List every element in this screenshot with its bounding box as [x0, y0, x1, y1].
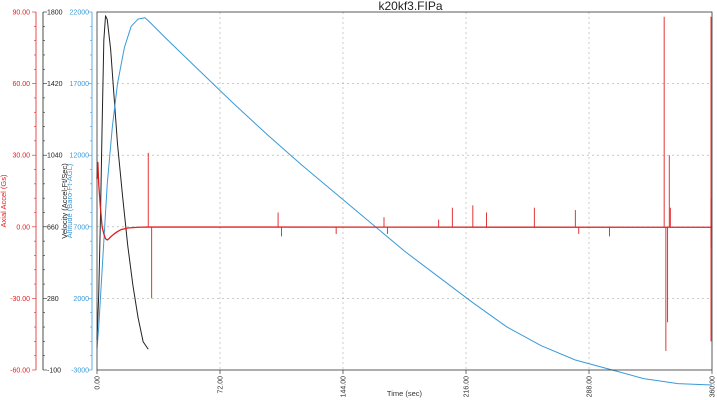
velocity-axis: 1800 1420 1040 660 280 -100 Velocity (Accel-Ft…	[42, 10, 69, 375]
x-tick-label: 216.00	[464, 376, 471, 398]
altitude-tick-label: -3000	[71, 368, 89, 375]
x-tick-label: 0.00	[95, 376, 102, 390]
x-tick-label: 288.00	[587, 376, 594, 398]
x-tick-label: 72.00	[218, 376, 225, 394]
axial-tick-label: -30.00	[10, 296, 30, 303]
velocity-axis-label: Velocity (Accel-Ft/Sec)	[60, 163, 69, 239]
axial-series-line	[96, 161, 713, 241]
velocity-tick-label: -100	[47, 368, 61, 375]
velocity-tick-label: 280	[47, 296, 59, 303]
velocity-tick-label: 660	[47, 224, 59, 231]
altitude-tick-label: 22000	[70, 10, 90, 17]
axial-tick-label: 60.00	[12, 81, 30, 88]
chart-title: k20kf3.FIPa	[378, 0, 442, 13]
velocity-tick-label: 1420	[47, 81, 63, 88]
altitude-tick-label: 2000	[73, 296, 89, 303]
altitude-tick-label: 17000	[70, 81, 90, 88]
x-tick-label: 144.00	[341, 376, 348, 398]
axial-tick-label: -60.00	[10, 368, 30, 375]
plot-frame	[96, 11, 713, 371]
altitude-series-line	[96, 17, 713, 386]
velocity-series-line	[96, 15, 149, 350]
altitude-axis: 22000 17000 12000 7000 2000 -3000 Altitude (Ba…	[65, 10, 93, 375]
series-layer	[96, 15, 713, 386]
axes-layer: 0.00 72.00 144.00 216.00 288.00 360.00 90.00 60…	[0, 10, 717, 398]
x-tick-label: 360.00	[710, 376, 717, 398]
velocity-tick-label: 1800	[47, 10, 63, 17]
altitude-tick-label: 12000	[70, 153, 90, 160]
velocity-tick-label: 1040	[47, 153, 63, 160]
altitude-tick-label: 7000	[73, 224, 89, 231]
x-axis-label: Time (sec)	[387, 389, 423, 398]
axial-axis: 90.00 60.00 30.00 0.00 -30.00 -60.00 Axial Acc…	[0, 10, 37, 375]
grid-layer	[97, 12, 712, 370]
altitude-axis-label: Altitude (Baro-Ft-AGL)	[65, 163, 74, 238]
axial-tick-label: 90.00	[12, 10, 30, 17]
axial-tick-label: 30.00	[12, 153, 30, 160]
axial-axis-label: Axial Accel (Gs)	[0, 174, 8, 227]
axial-tick-label: 0.00	[16, 224, 30, 231]
